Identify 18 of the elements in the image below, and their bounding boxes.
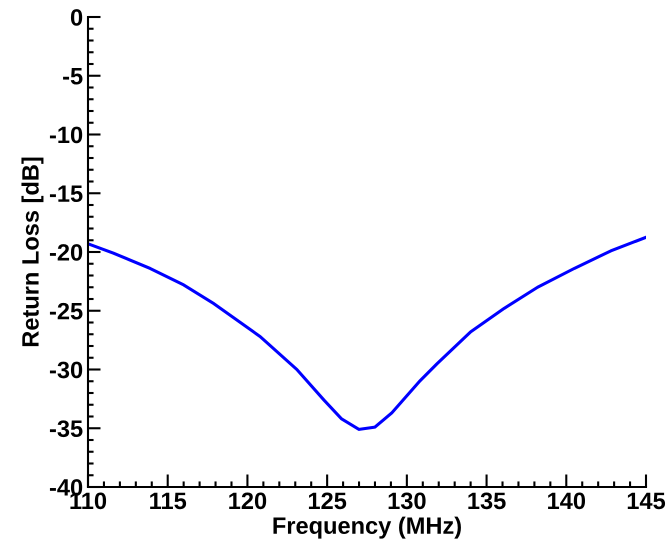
y-tick-label: -25 [50,302,82,320]
x-tick-label: 120 [229,492,266,510]
x-tick-label: 115 [150,492,186,510]
line-series [88,236,646,431]
y-tick-label: -30 [50,362,82,378]
x-tick-label: 140 [548,492,586,510]
y-tick-label: -5 [63,68,82,85]
x-tick-label: 130 [388,492,426,510]
x-tick-label: 135 [468,492,506,510]
x-tick-label: 145 [628,492,666,510]
x-axis-title: Frequency (MHz) [273,516,461,539]
y-axis-title: Return Loss [dB] [21,158,44,346]
y-tick-label: -20 [50,244,82,261]
x-tick-label: 125 [308,492,346,510]
y-tick-label: -35 [50,420,82,438]
y-tick-label: -15 [50,186,82,202]
y-tick-label: 0 [70,9,82,26]
y-tick-label: -10 [50,126,82,144]
